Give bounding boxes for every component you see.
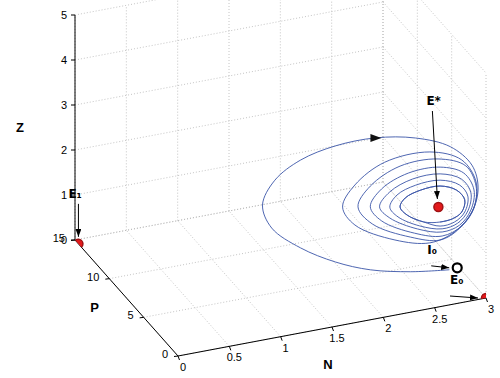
x-tick-label: 2	[385, 322, 391, 334]
grid-line	[229, 0, 230, 211]
axes: 00.511.522.53051015012345NPZ	[16, 9, 494, 373]
grid-line	[383, 182, 486, 298]
annotation-label: E₀	[450, 273, 463, 287]
x-tick-label: 0.5	[227, 351, 242, 363]
y-tick	[174, 356, 178, 358]
z-tick-label: 3	[61, 99, 67, 111]
grid-line	[383, 0, 486, 73]
grid-line	[75, 182, 383, 240]
annotation-label: I₀	[427, 243, 437, 257]
grid-line	[383, 0, 384, 182]
annotation-arrow	[78, 204, 79, 237]
grid-line	[383, 182, 486, 298]
z-axis-title: Z	[16, 120, 24, 135]
x-tick	[486, 298, 488, 302]
direction-arrow	[370, 134, 381, 142]
grid-line	[177, 0, 178, 221]
y-axis-title: P	[90, 300, 99, 315]
grid-line	[75, 92, 383, 150]
grid-line	[75, 0, 383, 15]
grid-line	[280, 201, 383, 317]
grid	[75, 0, 486, 356]
grid-line	[178, 221, 281, 337]
y-tick-label: 0	[162, 348, 168, 360]
y-tick	[71, 240, 75, 242]
x-tick-label: 3	[488, 303, 494, 315]
z-tick	[71, 150, 75, 151]
z-axis-line	[75, 15, 76, 240]
z-tick-label: 5	[61, 9, 67, 21]
grid-line	[383, 0, 384, 182]
equilibrium-point	[74, 239, 83, 248]
annotation-arrow	[432, 111, 437, 199]
annotation-label: E*	[426, 94, 441, 108]
y-axis-line	[75, 240, 178, 356]
grid-line	[331, 0, 332, 192]
points	[74, 203, 491, 303]
x-axis-title: N	[323, 357, 332, 372]
grid-line	[75, 182, 383, 240]
y-tick	[140, 317, 144, 319]
x-tick	[178, 356, 180, 360]
grid-line	[383, 2, 486, 118]
grid-line	[75, 240, 178, 356]
z-tick	[71, 240, 75, 241]
grid-line	[332, 192, 435, 308]
z-tick-label: 0	[61, 234, 67, 246]
annotation-arrow	[431, 266, 449, 268]
trajectory	[262, 137, 478, 272]
grid-line	[144, 259, 452, 317]
z-tick	[71, 15, 75, 16]
equilibrium-point	[434, 203, 443, 212]
z-tick	[71, 60, 75, 61]
annotation-arrow	[450, 296, 478, 298]
chart: 00.511.522.53051015012345NPZE₁E*I₀E₀	[0, 0, 500, 378]
grid-line	[417, 0, 418, 221]
x-axis-line	[178, 298, 486, 356]
z-tick-label: 4	[61, 54, 67, 66]
grid-line	[75, 47, 383, 105]
equilibrium-point	[482, 294, 491, 303]
plot-area	[262, 134, 478, 272]
y-tick	[105, 278, 109, 280]
grid-line	[178, 298, 486, 356]
grid-line	[280, 0, 281, 201]
grid-line	[229, 211, 332, 327]
z-tick-label: 2	[61, 144, 67, 156]
grid-line	[75, 15, 76, 240]
x-tick	[383, 317, 385, 321]
x-tick-label: 1	[283, 342, 289, 354]
z-tick	[71, 105, 75, 106]
grid-line	[126, 5, 127, 230]
grid-line	[486, 73, 487, 298]
x-tick-label: 2.5	[432, 313, 447, 325]
x-tick	[281, 337, 283, 341]
grid-line	[126, 230, 229, 346]
y-tick-label: 5	[128, 309, 134, 321]
y-tick-label: 10	[87, 271, 99, 283]
x-tick	[435, 308, 437, 312]
z-tick-label: 1	[61, 189, 67, 201]
x-tick	[332, 327, 334, 331]
annotations: E₁ E* I₀ E₀	[68, 94, 478, 298]
x-tick-label: 1.5	[329, 332, 344, 344]
grid-line	[75, 2, 383, 60]
x-tick-label: 0	[180, 361, 186, 373]
x-tick	[229, 346, 231, 350]
equilibrium-point	[453, 263, 462, 272]
annotation-label: E₁	[68, 187, 81, 201]
